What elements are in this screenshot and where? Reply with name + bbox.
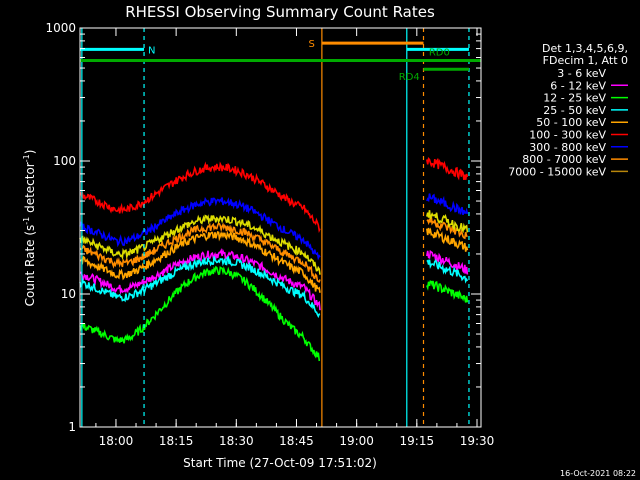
x-tick-label-4: 19:00: [339, 434, 374, 448]
legend-entry-3: 25 - 50 keV: [543, 104, 606, 117]
y-tick-label-1: 10: [61, 287, 76, 301]
x-tick-label-3: 18:45: [279, 434, 314, 448]
legend-entry-1: 6 - 12 keV: [550, 79, 606, 92]
series-line-tail-7: [426, 216, 468, 240]
x-tick-label-6: 19:30: [460, 434, 495, 448]
series-lines: [79, 157, 469, 362]
y-tick-label-0: 1: [68, 420, 76, 434]
legend-header-0: Det 1,3,4,5,6,9,: [542, 42, 628, 55]
series-line-5: [79, 161, 321, 233]
legend-entry-0: 3 - 6 keV: [557, 67, 606, 80]
y-axis-label: Count Rate (s-1 detector-1): [22, 150, 37, 307]
series-line-tail-extra-0: [426, 210, 469, 234]
saa-flag-label: S: [309, 39, 315, 50]
series-line-tail-6: [426, 193, 469, 216]
x-tick-label-0: 18:00: [99, 434, 134, 448]
series-line-tail-3: [426, 259, 469, 284]
legend-entry-8: 7000 - 15000 keV: [508, 165, 606, 178]
x-tick-label-1: 18:15: [159, 434, 194, 448]
x-tick-label-2: 18:30: [219, 434, 254, 448]
legend-entry-2: 12 - 25 keV: [543, 92, 606, 105]
series-line-7: [79, 222, 321, 283]
timestamp: 16-Oct-2021 08:22: [560, 469, 636, 478]
plot-frame: [79, 27, 482, 428]
series-line-extra-0: [79, 214, 321, 275]
series-line-tail-1: [426, 249, 469, 275]
chart-title: RHESSI Observing Summary Count Rates: [125, 3, 435, 21]
y-tick-label-3: 1000: [45, 21, 76, 35]
series-line-2: [79, 265, 321, 362]
series-line-6: [79, 196, 321, 261]
y-tick-label-2: 100: [53, 154, 76, 168]
legend-entry-7: 800 - 7000 keV: [522, 153, 606, 166]
series-line-tail-5: [426, 157, 469, 181]
rd0-flag-label: RD0: [429, 47, 450, 58]
legend-entry-5: 100 - 300 keV: [529, 129, 606, 142]
legend-entry-4: 50 - 100 keV: [536, 116, 606, 129]
x-axis-label: Start Time (27-Oct-09 17:51:02): [183, 456, 377, 470]
x-axis: 18:00 18:15 18:30 18:45 19:00 19:15 19:30: [95, 28, 495, 448]
legend-entry-6: 300 - 800 keV: [529, 141, 606, 154]
series-line-3: [79, 255, 321, 319]
series-line-tail-0: [426, 268, 469, 295]
x-tick-label-5: 19:15: [400, 434, 435, 448]
time-markers: [81, 28, 470, 427]
legend: Det 1,3,4,5,6,9,FDecim 1, Att 03 - 6 keV…: [508, 42, 628, 178]
series-line-1: [79, 247, 321, 311]
y-axis: 1 10 100 1000: [45, 21, 481, 434]
series-line-tail-4: [426, 227, 469, 252]
series-line-tail-2: [426, 280, 469, 303]
series-line-0: [79, 270, 321, 340]
series-line-4: [79, 230, 321, 293]
legend-header-1: FDecim 1, Att 0: [543, 54, 628, 67]
night-flag-label: N: [148, 45, 155, 56]
rd4-flag-label: RD4: [399, 72, 420, 83]
flag-bars: N S RD0 RD4: [80, 39, 481, 83]
